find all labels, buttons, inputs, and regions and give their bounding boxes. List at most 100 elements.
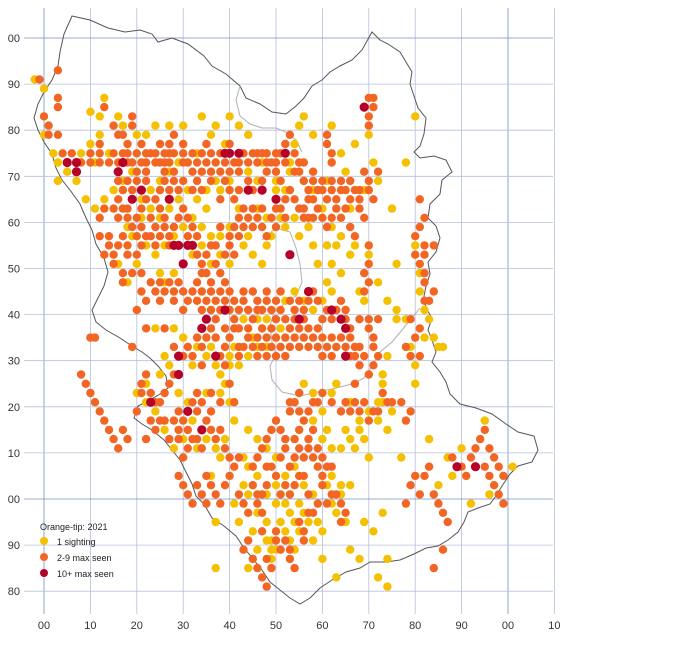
record-dot-multi	[369, 361, 378, 370]
record-dot-multi	[290, 481, 299, 490]
record-dot-multi	[322, 222, 332, 232]
record-dot-multi	[179, 453, 188, 462]
record-dot-multi	[239, 296, 248, 305]
record-dot-multi	[290, 563, 299, 573]
record-dot-multi	[155, 278, 165, 287]
record-dot-multi	[327, 333, 336, 342]
record-dot-single	[411, 379, 420, 388]
record-dot-multi	[123, 434, 132, 444]
record-dot-multi	[364, 278, 373, 287]
record-dot-multi	[197, 361, 206, 370]
record-dot-single	[392, 305, 401, 315]
grid-lines	[24, 8, 555, 614]
record-dot-multi	[262, 554, 271, 564]
record-dot-single	[346, 481, 355, 490]
record-dot-single	[355, 425, 364, 435]
record-dot-multi	[360, 398, 369, 407]
record-dot-multi	[216, 268, 225, 278]
record-dot-multi	[355, 407, 364, 416]
record-dot-multi	[225, 232, 234, 241]
record-dot-multi	[114, 444, 123, 453]
record-dot-single	[327, 388, 336, 398]
record-dot-single	[424, 315, 434, 324]
record-dot-multi	[109, 434, 118, 444]
record-dot-multi	[434, 499, 443, 508]
record-dot-single	[206, 130, 216, 139]
record-dot-multi	[35, 75, 44, 84]
record-dot-multi	[192, 388, 202, 398]
record-dot-multi	[192, 176, 202, 186]
record-dot-multi	[308, 195, 318, 204]
record-dot-multi	[285, 554, 295, 564]
record-dot-multi	[271, 222, 281, 232]
record-dot-multi	[271, 471, 281, 481]
record-dot-multi	[220, 481, 230, 490]
record-dot-single	[420, 333, 429, 342]
record-dot-many	[327, 305, 337, 315]
record-dot-multi	[206, 278, 216, 287]
record-dot-multi	[151, 241, 160, 250]
record-dot-multi	[216, 195, 225, 204]
record-dot-multi	[183, 158, 192, 167]
county-boundary	[33, 15, 539, 605]
record-dot-single	[336, 444, 346, 453]
record-dot-multi	[100, 416, 109, 425]
record-dot-many	[294, 314, 304, 324]
record-dot-multi	[262, 167, 271, 176]
record-dot-single	[336, 149, 346, 158]
record-dot-single	[86, 107, 95, 117]
record-dot-multi	[281, 213, 290, 222]
record-dot-single	[308, 130, 318, 139]
record-dot-single	[318, 434, 327, 444]
record-dot-single	[165, 121, 174, 130]
record-dot-many	[71, 167, 82, 177]
record-dot-multi	[336, 517, 346, 527]
record-dot-multi	[253, 453, 262, 462]
record-dot-single	[332, 379, 341, 388]
record-dot-multi	[341, 185, 350, 195]
record-dot-multi	[308, 425, 318, 435]
record-dot-multi	[95, 139, 104, 149]
record-dot-multi	[183, 232, 192, 241]
record-dot-multi	[155, 232, 165, 241]
record-dot-multi	[281, 434, 290, 444]
record-dot-multi	[123, 176, 132, 186]
record-dot-multi	[141, 195, 151, 204]
record-dot-multi	[424, 462, 434, 471]
record-dot-multi	[234, 490, 244, 499]
record-dot-single	[392, 315, 401, 324]
record-dot-multi	[155, 416, 165, 425]
record-dot-multi	[341, 398, 350, 407]
record-dot-many	[113, 167, 123, 177]
record-dot-multi	[308, 508, 318, 517]
record-dot-multi	[216, 499, 225, 508]
record-dot-multi	[257, 324, 267, 333]
record-dot-multi	[109, 204, 118, 213]
record-dot-multi	[462, 471, 471, 481]
record-dot-single	[169, 324, 179, 333]
record-dot-multi	[253, 499, 262, 508]
record-dot-multi	[285, 490, 295, 499]
record-dot-single	[290, 139, 299, 149]
record-dot-multi	[313, 499, 322, 508]
record-dot-multi	[174, 407, 183, 416]
record-dot-multi	[123, 241, 132, 250]
record-dot-multi	[281, 351, 290, 361]
record-dot-multi	[253, 333, 262, 342]
record-dot-multi	[327, 158, 336, 167]
record-dot-multi	[132, 232, 141, 241]
record-dot-multi	[299, 416, 308, 425]
record-dot-multi	[128, 158, 137, 167]
record-dot-single	[141, 130, 151, 139]
record-dot-multi	[318, 471, 327, 481]
record-dot-multi	[220, 250, 230, 259]
record-dot-multi	[230, 315, 239, 324]
record-dot-single	[411, 241, 420, 250]
record-dot-multi	[128, 222, 137, 232]
record-dot-multi	[262, 434, 271, 444]
record-dot-multi	[183, 444, 192, 453]
record-dot-multi	[415, 222, 424, 232]
record-dot-multi	[253, 213, 262, 222]
record-dot-multi	[151, 149, 160, 158]
legend-label-single: 1 sighting	[57, 537, 96, 547]
